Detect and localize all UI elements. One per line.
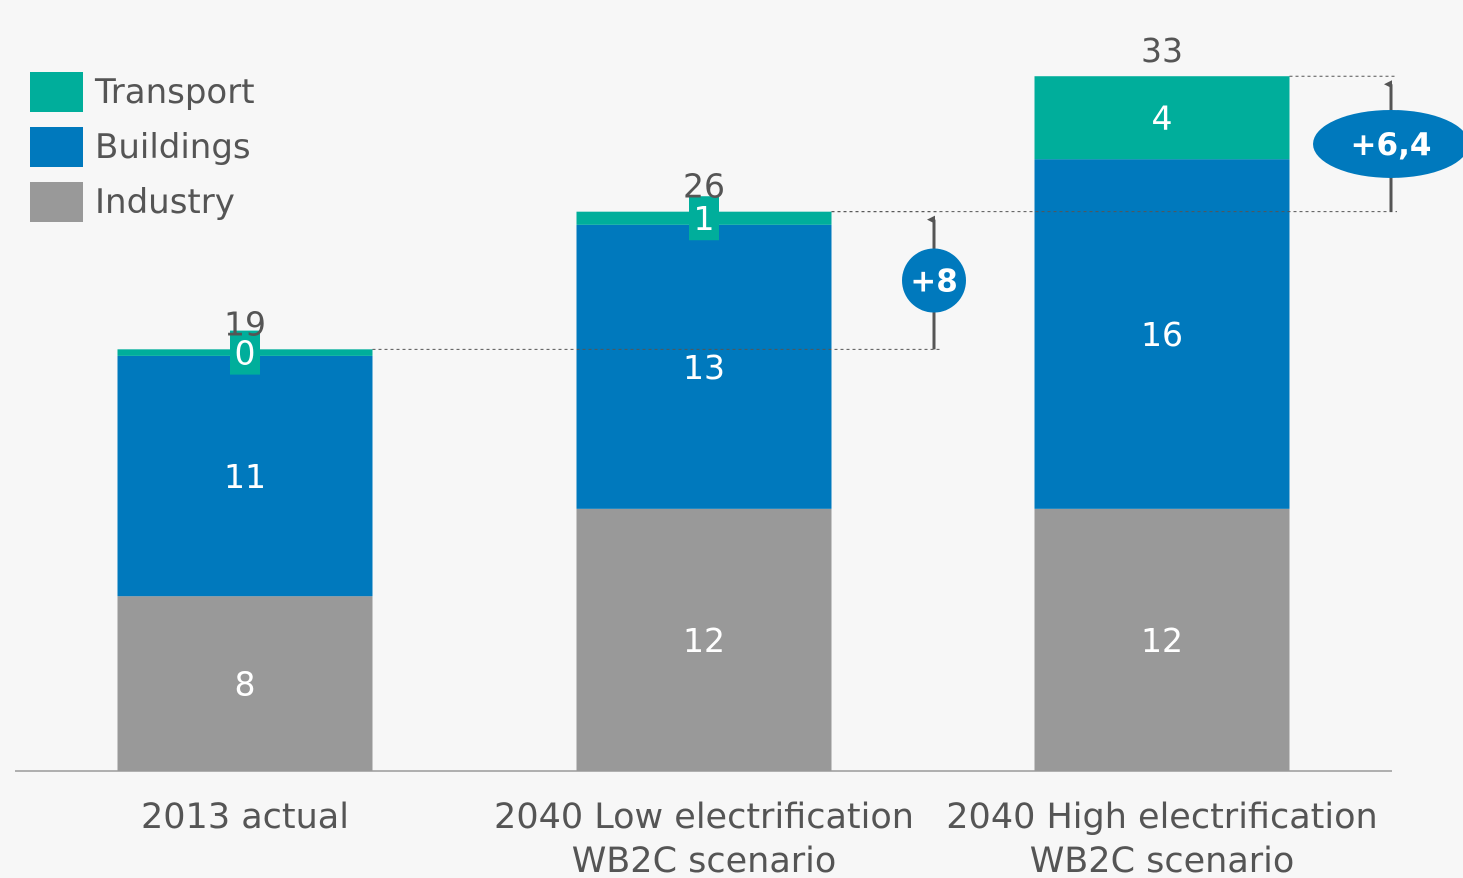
total-label-2: 26 (683, 167, 725, 206)
data-label-buildings-1: 11 (224, 457, 266, 496)
total-label-1: 19 (224, 304, 266, 343)
difference-badge-2 (1313, 109, 1463, 178)
data-label-buildings-2: 13 (683, 348, 725, 387)
data-label-industry-3: 12 (1141, 621, 1183, 660)
legend-item-buildings: Buildings (30, 119, 255, 174)
legend: Transport Buildings Industry (30, 64, 255, 229)
bar-segment-buildings-2 (576, 224, 832, 509)
bar-segment-buildings-3 (1034, 159, 1290, 509)
difference-label-1: +8 (910, 264, 958, 300)
bar-segment-industry-1 (117, 596, 373, 771)
data-label-transport-2: 1 (694, 199, 715, 238)
legend-label-buildings: Buildings (95, 126, 251, 167)
bar-segment-industry-3 (1034, 508, 1290, 771)
total-label-3: 33 (1141, 31, 1183, 70)
legend-swatch-transport (30, 71, 83, 112)
bar-segment-industry-2 (576, 508, 832, 771)
x-tick-label-3-line-1: 2040 High electrification (946, 797, 1377, 837)
x-tick-label-2-line-1: 2040 Low electrification (494, 797, 914, 837)
legend-label-transport: Transport (95, 71, 255, 112)
data-label-industry-2: 12 (683, 621, 725, 660)
data-label-bg-transport-1 (230, 330, 260, 375)
data-label-transport-1: 0 (235, 334, 256, 373)
difference-label-2: +6,4 (1351, 127, 1432, 163)
legend-item-transport: Transport (30, 64, 255, 119)
bar-segment-transport-3 (1034, 76, 1290, 160)
data-label-transport-3: 4 (1152, 99, 1173, 138)
x-tick-label-2-line-2: WB2C scenario (572, 841, 837, 878)
legend-swatch-industry (30, 181, 83, 222)
legend-label-industry: Industry (95, 181, 235, 222)
legend-item-industry: Industry (30, 174, 255, 229)
x-tick-label-3-line-2: WB2C scenario (1030, 841, 1295, 878)
legend-swatch-buildings (30, 126, 83, 167)
data-label-industry-1: 8 (235, 665, 256, 704)
difference-badge-1 (902, 248, 966, 313)
data-label-bg-transport-2 (689, 196, 719, 241)
data-label-buildings-3: 16 (1141, 315, 1183, 354)
bar-segment-buildings-1 (117, 355, 373, 597)
x-tick-label-1-line-1: 2013 actual (141, 797, 349, 837)
